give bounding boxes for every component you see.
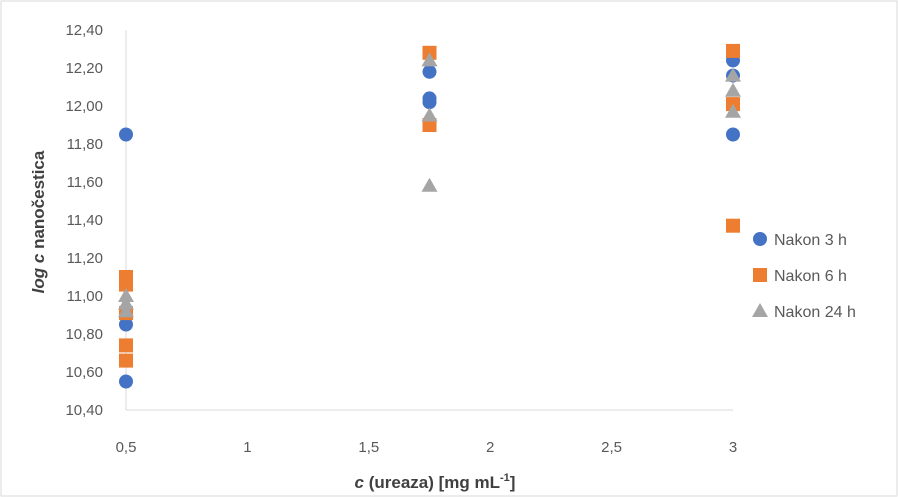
point-triangle <box>118 288 134 302</box>
x-axis-title-text: (ureaza) [mg mL <box>364 473 500 492</box>
point-triangle <box>421 52 438 67</box>
legend-label: Nakon 24 h <box>774 304 856 321</box>
legend-label: Nakon 6 h <box>774 268 847 285</box>
y-tick-label: 11,60 <box>67 174 103 191</box>
legend-marker-circle <box>753 232 767 246</box>
y-tick-label: 11,40 <box>67 212 103 229</box>
y-tick-label: 10,80 <box>65 326 103 343</box>
legend-label: Nakon 3 h <box>774 232 847 249</box>
x-axis-title-sup: -1 <box>500 472 510 484</box>
y-tick-label: 12,00 <box>65 98 103 115</box>
x-axis-title-var: c <box>355 473 365 492</box>
point-triangle <box>118 303 134 318</box>
point-circle <box>119 127 133 142</box>
y-axis-title: log c nanočestica <box>29 150 48 293</box>
point-circle <box>119 374 133 389</box>
point-square <box>119 338 133 353</box>
point-square <box>726 218 740 233</box>
point-triangle <box>725 103 741 118</box>
y-tick-label: 11,00 <box>67 288 103 305</box>
y-tick-label: 12,40 <box>65 22 103 39</box>
y-tick-label: 10,60 <box>65 364 103 381</box>
x-tick-label: 1,5 <box>358 439 379 456</box>
y-axis-ticks: 10,40 10,60 10,80 11,00 11,20 11,40 11,60 11,80… <box>65 22 103 419</box>
y-axis-title-text: nanočestica <box>29 150 48 254</box>
y-tick-label: 12,20 <box>65 60 103 77</box>
legend-marker-triangle <box>752 303 768 317</box>
point-triangle <box>421 107 438 122</box>
x-tick-label: 2,5 <box>601 439 622 456</box>
x-tick-label: 0,5 <box>116 439 137 456</box>
x-tick-label: 2 <box>486 439 494 456</box>
x-axis-ticks: 0,5 1 1,5 2 2,5 3 <box>116 439 738 456</box>
point-circle <box>422 64 437 79</box>
x-axis-title: c (ureaza) [mg mL-1] <box>355 472 516 492</box>
y-tick-label: 10,40 <box>65 402 103 419</box>
data-points <box>118 43 741 389</box>
point-circle <box>726 127 740 142</box>
y-tick-label: 11,80 <box>67 136 103 153</box>
point-triangle <box>725 82 741 97</box>
point-triangle <box>725 67 741 82</box>
point-triangle <box>421 177 438 192</box>
point-triangle <box>118 295 134 310</box>
y-tick-label: 11,20 <box>67 250 103 267</box>
point-square <box>726 43 740 58</box>
x-tick-label: 1 <box>243 439 251 456</box>
point-square <box>119 353 133 368</box>
x-axis-title-end: ] <box>510 473 516 492</box>
legend: Nakon 3 h Nakon 6 h Nakon 24 h <box>752 232 856 321</box>
point-square <box>119 277 133 292</box>
legend-marker-square <box>753 268 767 282</box>
y-axis-title-var: log c <box>29 253 48 293</box>
x-tick-label: 3 <box>729 439 737 456</box>
point-circle <box>422 95 437 110</box>
